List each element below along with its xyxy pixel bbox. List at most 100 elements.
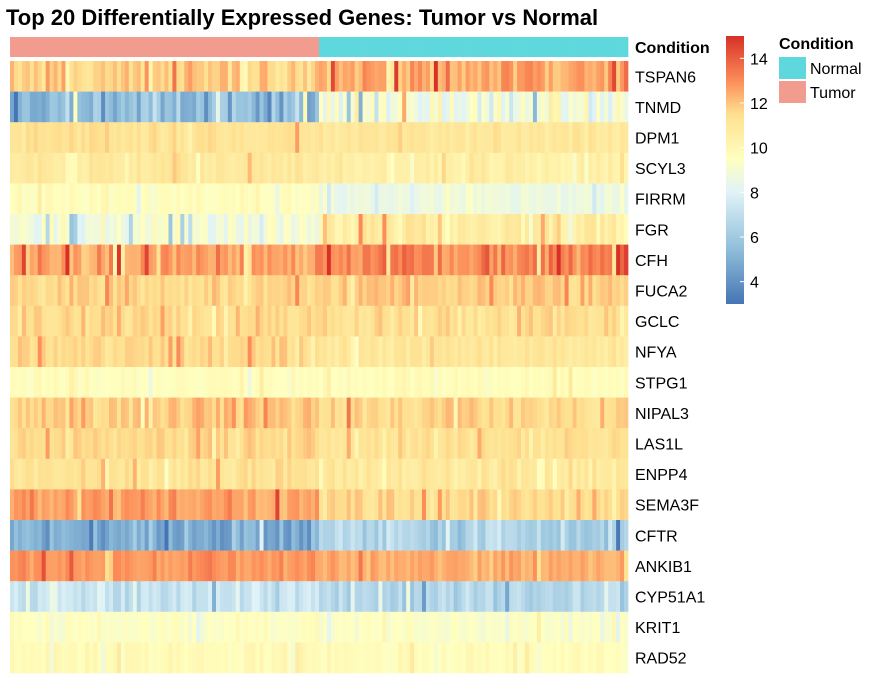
heatmap-cell — [338, 275, 344, 307]
heatmap-cell — [255, 642, 260, 674]
heatmap-cell — [17, 520, 23, 551]
heatmap-cell — [85, 520, 90, 551]
heatmap-cell — [37, 428, 43, 460]
heatmap-cell — [414, 458, 419, 490]
heatmap-cell — [568, 458, 573, 490]
heatmap-cell — [109, 489, 114, 521]
heatmap-cell — [192, 183, 197, 215]
heatmap-cell — [604, 581, 609, 613]
heatmap-cell — [540, 581, 546, 613]
heatmap-cell — [366, 244, 371, 276]
heatmap-cell — [73, 550, 78, 582]
heatmap-cell — [124, 183, 130, 215]
heatmap-cell — [172, 336, 177, 368]
heatmap-cell — [65, 550, 70, 582]
heatmap-cell — [568, 305, 573, 337]
heatmap-cell — [410, 550, 415, 582]
heatmap-cell — [358, 397, 363, 429]
heatmap-cell — [255, 550, 260, 582]
heatmap-cell — [299, 122, 304, 154]
heatmap-cell — [77, 642, 82, 674]
heatmap-cell — [342, 61, 348, 92]
heatmap-cell — [45, 581, 50, 613]
heatmap-cell — [564, 367, 569, 398]
heatmap-cell — [21, 305, 27, 337]
heatmap-cell — [481, 91, 486, 123]
heatmap-cell — [418, 61, 423, 92]
heatmap-cell — [164, 458, 169, 490]
heatmap-cell — [422, 520, 427, 551]
heatmap-cell — [525, 305, 530, 337]
heatmap-cell — [239, 61, 245, 92]
heatmap-cell — [425, 244, 431, 276]
heatmap-cell — [441, 275, 447, 307]
heatmap-cell — [97, 367, 102, 398]
heatmap-cell — [477, 550, 482, 582]
heatmap-cell — [303, 520, 308, 551]
heatmap-cell — [299, 244, 304, 276]
heatmap-cell — [156, 91, 161, 123]
heatmap-cell — [259, 183, 264, 215]
condition-cell-normal — [620, 37, 625, 57]
heatmap-cell — [461, 336, 466, 368]
heatmap-cell — [255, 520, 260, 551]
heatmap-cell — [204, 458, 209, 490]
heatmap-cell — [212, 581, 217, 613]
heatmap-cell — [303, 91, 308, 123]
heatmap-cell — [513, 305, 518, 337]
heatmap-cell — [410, 244, 415, 276]
heatmap-cell — [362, 550, 367, 582]
heatmap-cell — [604, 642, 609, 674]
heatmap-cell — [291, 275, 296, 307]
heatmap-cell — [556, 611, 561, 643]
heatmap-cell — [97, 458, 102, 490]
heatmap-cell — [231, 122, 237, 154]
heatmap-cell — [152, 214, 157, 245]
heatmap-cell — [124, 611, 130, 643]
heatmap-cell — [196, 61, 201, 92]
heatmap-cell — [406, 336, 411, 368]
heatmap-cell — [414, 642, 419, 674]
heatmap-cell — [251, 520, 256, 551]
heatmap-cell — [223, 214, 229, 245]
heatmap-cell — [449, 367, 455, 398]
heatmap-cell — [271, 550, 276, 582]
heatmap-cell — [45, 91, 50, 123]
heatmap-cell — [378, 581, 383, 613]
heatmap-cell — [259, 581, 264, 613]
heatmap-cell — [291, 214, 296, 245]
heatmap-cell — [283, 642, 288, 674]
heatmap-cell — [612, 122, 617, 154]
heatmap-cell — [525, 61, 530, 92]
heatmap-cell — [588, 642, 593, 674]
heatmap-cell — [156, 214, 161, 245]
heatmap-cell — [616, 458, 621, 490]
heatmap-cell — [25, 305, 31, 337]
heatmap-cell — [315, 642, 320, 674]
heatmap-cell — [176, 152, 181, 184]
heatmap-cell — [521, 611, 526, 643]
heatmap-cell — [33, 611, 39, 643]
heatmap-cell — [287, 642, 292, 674]
heatmap-cell — [192, 122, 197, 154]
heatmap-cell — [192, 367, 197, 398]
heatmap-cell — [93, 183, 98, 215]
heatmap-cell — [101, 244, 106, 276]
heatmap-cell — [37, 305, 43, 337]
heatmap-cell — [235, 61, 241, 92]
heatmap-cell — [552, 489, 558, 521]
heatmap-cell — [473, 520, 478, 551]
heatmap-cell — [168, 244, 173, 276]
heatmap-cell — [168, 458, 173, 490]
heatmap-cell — [410, 458, 415, 490]
heatmap-cell — [65, 489, 70, 521]
condition-cell-tumor — [168, 37, 173, 57]
heatmap-cell — [505, 305, 510, 337]
heatmap-cell — [596, 367, 601, 398]
heatmap-cell — [223, 367, 229, 398]
heatmap-cell — [204, 336, 209, 368]
heatmap-cell — [572, 122, 577, 154]
heatmap-cell — [457, 581, 462, 613]
heatmap-cell — [536, 397, 542, 429]
heatmap-cell — [568, 550, 573, 582]
